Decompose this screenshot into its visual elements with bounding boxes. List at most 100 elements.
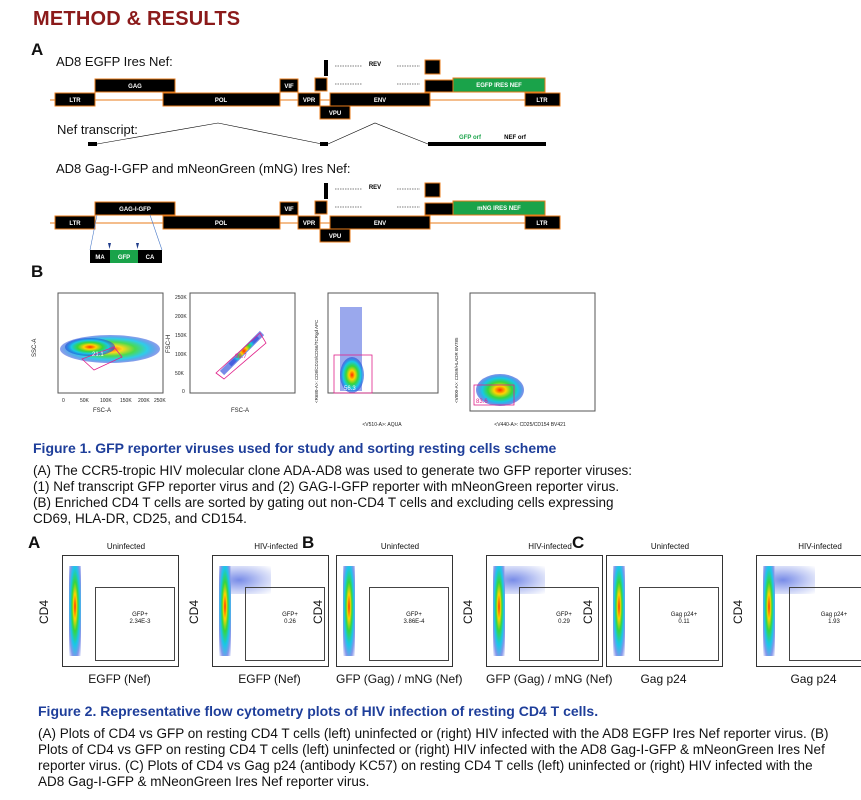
svg-text:ENV: ENV [374, 98, 386, 104]
plot-area: GFP+ 0.29 [486, 555, 603, 667]
construct1-diagram: LTR GAG POL VIF VPR VPU ENV REV EGFP IRE… [50, 59, 561, 120]
gate-name: Gag p24+ [820, 612, 848, 618]
gating-plot-fsch-fsca: 98.7 FSC-H FSC-A 250K 200K 150K 100K 50K… [166, 292, 296, 414]
svg-text:mNG IRES NEF: mNG IRES NEF [477, 206, 521, 212]
flow-plot: Uninfected CD4 GFP+ 2.34E-3 EGFP (Nef) [37, 540, 180, 690]
gate-value: 3.86E-4 [403, 619, 425, 625]
svg-text:VIF: VIF [284, 84, 294, 90]
svg-text:GAG-I-GFP: GAG-I-GFP [119, 207, 151, 213]
svg-text:0: 0 [62, 398, 65, 404]
gate-name: GFP+ [556, 612, 572, 618]
svg-text:250K: 250K [175, 295, 187, 301]
svg-text:CA: CA [146, 255, 155, 261]
ltr-left-label: LTR [69, 98, 81, 104]
plot-title: Uninfected [106, 542, 146, 551]
svg-text:VIF: VIF [284, 207, 294, 213]
gating-plot-cd8-aqua: 56.3 <R680-A>: CD8/CD19/CD56/TCRgd APC <… [314, 292, 439, 428]
svg-text:83.6: 83.6 [476, 399, 488, 405]
svg-text:200K: 200K [175, 314, 187, 320]
svg-text:200K: 200K [138, 398, 150, 404]
plot-ylabel: CD4 [311, 599, 326, 625]
figure2-panel-label: B [302, 533, 315, 552]
figure2-panel-label: C [572, 533, 585, 552]
figure2-text: (A) Plots of CD4 vs GFP on resting CD4 T… [38, 726, 829, 789]
svg-text:GFP orf: GFP orf [459, 135, 482, 141]
flow-plot: Uninfected CD4 Gag p24+ 0.11 Gag p24 [581, 540, 724, 690]
svg-text:21.1: 21.1 [92, 352, 104, 358]
gate-name: GFP+ [282, 612, 298, 618]
plot-xlabel: EGFP (Nef) [88, 672, 151, 686]
svg-text:GAG: GAG [128, 84, 142, 90]
plot-area: GFP+ 2.34E-3 [62, 555, 179, 667]
plot-area: GFP+ 3.86E-4 [336, 555, 453, 667]
plot-xlabel: Gag p24 [640, 672, 687, 686]
gate-value: 0.29 [558, 619, 570, 625]
panel-b-label: B [31, 262, 44, 281]
svg-text:56.3: 56.3 [344, 386, 356, 392]
flow-plot: Uninfected CD4 GFP+ 3.86E-4 GFP (Gag) / mNG … [311, 540, 463, 690]
svg-text:FSC-H: FSC-H [166, 335, 172, 353]
gating-plot-ssc-fsc: 21.1 SSC-A FSC-A 0 50K 100K 150K 200K 25… [32, 292, 166, 414]
plot-xlabel: GFP (Gag) / mNG (Nef) [336, 672, 463, 686]
svg-text:POL: POL [215, 221, 228, 227]
section-heading: METHOD & RESULTS [33, 8, 241, 30]
nef-transcript-label: Nef transcript: [57, 122, 138, 137]
svg-text:LTR: LTR [536, 221, 548, 227]
svg-text:50K: 50K [175, 371, 185, 377]
plot-xlabel: EGFP (Nef) [238, 672, 301, 686]
gfp-gate [95, 587, 175, 661]
plot-ylabel: CD4 [461, 599, 476, 625]
gate-name: Gag p24+ [670, 612, 698, 618]
plot-title: Uninfected [650, 542, 690, 551]
svg-text:FSC-A: FSC-A [93, 408, 111, 414]
svg-text:250K: 250K [154, 398, 166, 404]
svg-text:POL: POL [215, 98, 228, 104]
svg-text:REV: REV [369, 185, 381, 191]
svg-text:<V510-A>: AQUA: <V510-A>: AQUA [362, 422, 402, 428]
panel-a-label: A [31, 40, 44, 59]
plot-area: Gag p24+ 1.93 [756, 555, 861, 667]
gate-value: 0.11 [678, 619, 690, 625]
gfp-gate [789, 587, 861, 661]
figure1-caption: Figure 1. GFP reporter viruses used for … [33, 440, 557, 456]
construct1-title: AD8 EGFP Ires Nef: [56, 54, 173, 69]
svg-text:VPU: VPU [329, 111, 341, 117]
gating-plots: 21.1 SSC-A FSC-A 0 50K 100K 150K 200K 25… [32, 292, 596, 428]
plot-title: HIV-infected [254, 542, 298, 551]
plot-title: HIV-infected [798, 542, 842, 551]
svg-text:100K: 100K [175, 352, 187, 358]
svg-text:<V800-A>: CD69/HLADR BV785: <V800-A>: CD69/HLADR BV785 [454, 337, 459, 403]
gfp-gate [369, 587, 449, 661]
svg-text:VPR: VPR [303, 98, 316, 104]
svg-text:EGFP IRES NEF: EGFP IRES NEF [476, 83, 522, 89]
svg-text:<V440-A>: CD25/CD154 BV421: <V440-A>: CD25/CD154 BV421 [494, 422, 566, 428]
figure2-panel-label: A [28, 533, 41, 552]
svg-text:NEF orf: NEF orf [504, 135, 527, 141]
svg-text:REV: REV [369, 62, 381, 68]
plot-xlabel: Gag p24 [790, 672, 837, 686]
svg-text:SSC-A: SSC-A [32, 339, 38, 357]
flow-plot: HIV-infected CD4 Gag p24+ 1.93 Gag p24 [731, 540, 861, 690]
gate-value: 1.93 [828, 619, 840, 625]
svg-text:98.7: 98.7 [235, 354, 247, 360]
svg-text:GFP: GFP [118, 255, 130, 261]
genome-diagrams: LTR GAG POL VIF VPR VPU ENV REV EGFP IRE… [50, 59, 561, 263]
gate-value: 0.26 [284, 619, 296, 625]
plot-ylabel: CD4 [37, 599, 52, 625]
plot-xlabel: GFP (Gag) / mNG (Nef) [486, 672, 613, 686]
flow-plot: HIV-infected CD4 GFP+ 0.29 GFP (Gag) / mNG (… [461, 540, 613, 690]
svg-text:MA: MA [95, 255, 105, 261]
gate-value: 2.34E-3 [129, 619, 151, 625]
svg-text:150K: 150K [120, 398, 132, 404]
nef-transcript-diagram: GFP orf NEF orf [88, 122, 546, 146]
plot-ylabel: CD4 [731, 599, 746, 625]
plot-area: GFP+ 0.26 [212, 555, 329, 667]
gfp-gate [245, 587, 325, 661]
figure2-caption: Figure 2. Representative flow cytometry … [38, 703, 599, 719]
svg-text:FSC-A: FSC-A [231, 408, 249, 414]
construct2-diagram: LTR GAG-I-GFP POL VIF VPR VPU ENV REV mN… [50, 182, 561, 263]
svg-text:50K: 50K [80, 398, 90, 404]
flow-plot: HIV-infected CD4 GFP+ 0.26 EGFP (Nef) [187, 540, 330, 690]
plot-title: HIV-infected [528, 542, 572, 551]
svg-text:ENV: ENV [374, 221, 386, 227]
